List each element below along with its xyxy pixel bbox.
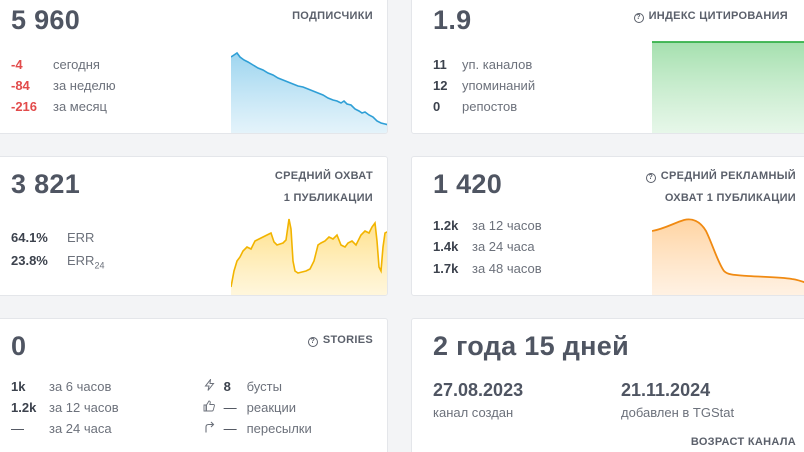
average-reach-value: 3 821 [11,169,81,199]
average-reach-card[interactable]: 3 821 СРЕДНИЙ ОХВАТ 1 ПУБЛИКАЦИИ 64.1% ER… [0,156,388,296]
subscribers-card[interactable]: 5 960 ПОДПИСЧИКИ -4 сегодня -84 за неделю … [0,0,388,134]
title-line: ? СРЕДНИЙ РЕКЛАМНЫЙ [645,165,796,187]
stat-value: 12 [433,78,448,93]
forwards-row: — пересылки [202,421,312,437]
stat-label: за 12 часов [472,218,542,233]
title-line: 1 ПУБЛИКАЦИИ [283,192,373,204]
boosts-row: 8 бусты [202,377,282,395]
err24-label-text: ERR [67,253,95,268]
stat-value: 1.7k [433,261,459,276]
subscribers-sparkline [231,51,387,133]
err24-value: 23.8% [11,253,48,268]
stat-row: — за 24 часа [11,421,112,437]
stat-label: репостов [462,99,518,114]
title-line: СРЕДНИЙ ОХВАТ [274,170,373,182]
stat-value: — [11,421,24,436]
stat-row: 1.2k за 12 часов [433,218,542,234]
err-value: 64.1% [11,230,48,245]
err24-row: 23.8% ERR24 [11,253,104,274]
title-line: ОХВАТ 1 ПУБЛИКАЦИИ [664,192,796,204]
stat-label: за месяц [53,99,107,114]
stat-label: сегодня [53,57,100,72]
stat-label: уп. каналов [462,57,533,72]
boosts-label: бусты [246,379,282,394]
err24-label: ERR24 [67,253,104,274]
reach-sparkline [231,218,387,295]
channel-age-value: 2 года 15 дней [433,331,629,361]
ad-reach-card[interactable]: 1 420 ? СРЕДНИЙ РЕКЛАМНЫЙ ОХВАТ 1 ПУБЛИКА… [411,156,804,296]
stat-label: упоминаний [462,78,536,93]
added-label: добавлен в TGStat [621,405,735,420]
stories-count: 0 [11,331,27,361]
stat-value: 1.2k [433,218,459,233]
stat-label: за 48 часов [472,261,542,276]
created-date: 27.08.2023 [433,380,524,400]
stat-row: 1.4k за 24 часа [433,239,535,255]
err-row: 64.1% ERR [11,230,94,246]
subscribers-count: 5 960 [11,5,81,35]
channel-age-card[interactable]: 2 года 15 дней 27.08.2023 канал создан 2… [411,318,804,452]
ad-reach-value: 1 420 [433,169,503,199]
boosts-value: 8 [223,379,231,394]
stat-value: 1.2k [11,400,37,415]
help-icon[interactable]: ? [645,173,656,183]
reactions-value: — [223,400,237,415]
stat-label: за 24 часа [472,239,535,254]
stories-card[interactable]: 0 ? STORIES 1k за 6 часов 1.2k за 12 часов … [0,318,388,452]
stories-title-text: STORIES [322,334,373,346]
stat-row: 1k за 6 часов [11,379,111,395]
help-icon[interactable]: ? [307,337,318,347]
stat-value: -84 [11,78,30,93]
created-label: канал создан [433,405,514,420]
stat-row: -4 сегодня [11,57,100,73]
thumbs-up-icon [202,400,216,416]
stat-value: 0 [433,99,441,114]
reactions-row: — реакции [202,400,296,416]
stat-value: 1.4k [433,239,459,254]
citation-sparkline [652,41,804,133]
stat-row: -84 за неделю [11,78,116,94]
stat-row: 1.2k за 12 часов [11,400,119,416]
title-text: СРЕДНИЙ РЕКЛАМНЫЙ [660,170,796,182]
stat-value: -216 [11,99,38,114]
stat-row: 11 уп. каналов [433,57,532,73]
stat-label: за 12 часов [49,400,119,415]
stat-value: 11 [433,57,447,72]
stat-row: 0 репостов [433,99,517,115]
citation-index-card[interactable]: 1.9 ? ИНДЕКС ЦИТИРОВАНИЯ 11 уп. каналов 12… [411,0,804,134]
ad-reach-sparkline [652,218,804,295]
stat-label: за 6 часов [49,379,112,394]
citation-index-value: 1.9 [433,5,472,35]
stat-label: за 24 часа [49,421,112,436]
err-label: ERR [67,230,95,245]
channel-age-title: ВОЗРАСТ КАНАЛА [690,436,796,448]
ad-reach-title: ? СРЕДНИЙ РЕКЛАМНЫЙ ОХВАТ 1 ПУБЛИКАЦИИ [645,165,796,209]
lightning-icon [202,377,216,395]
err24-subscript: 24 [94,260,105,271]
stat-value: 1k [11,379,26,394]
stat-label: за неделю [53,78,116,93]
citation-title-text: ИНДЕКС ЦИТИРОВАНИЯ [648,10,788,22]
help-icon[interactable]: ? [633,13,644,23]
subscribers-title: ПОДПИСЧИКИ [292,10,373,22]
stat-row: 12 упоминаний [433,78,535,94]
citation-index-title: ? ИНДЕКС ЦИТИРОВАНИЯ [633,5,788,27]
reactions-label: реакции [246,400,296,415]
stat-value: -4 [11,57,23,72]
average-reach-title: СРЕДНИЙ ОХВАТ 1 ПУБЛИКАЦИИ [275,165,373,209]
added-date: 21.11.2024 [621,380,711,400]
stat-row: -216 за месяц [11,99,107,115]
forwards-value: — [223,421,237,436]
forwards-label: пересылки [246,421,312,436]
stat-row: 1.7k за 48 часов [433,261,542,277]
forward-arrow-icon [202,421,216,437]
stories-title: ? STORIES [307,329,373,351]
